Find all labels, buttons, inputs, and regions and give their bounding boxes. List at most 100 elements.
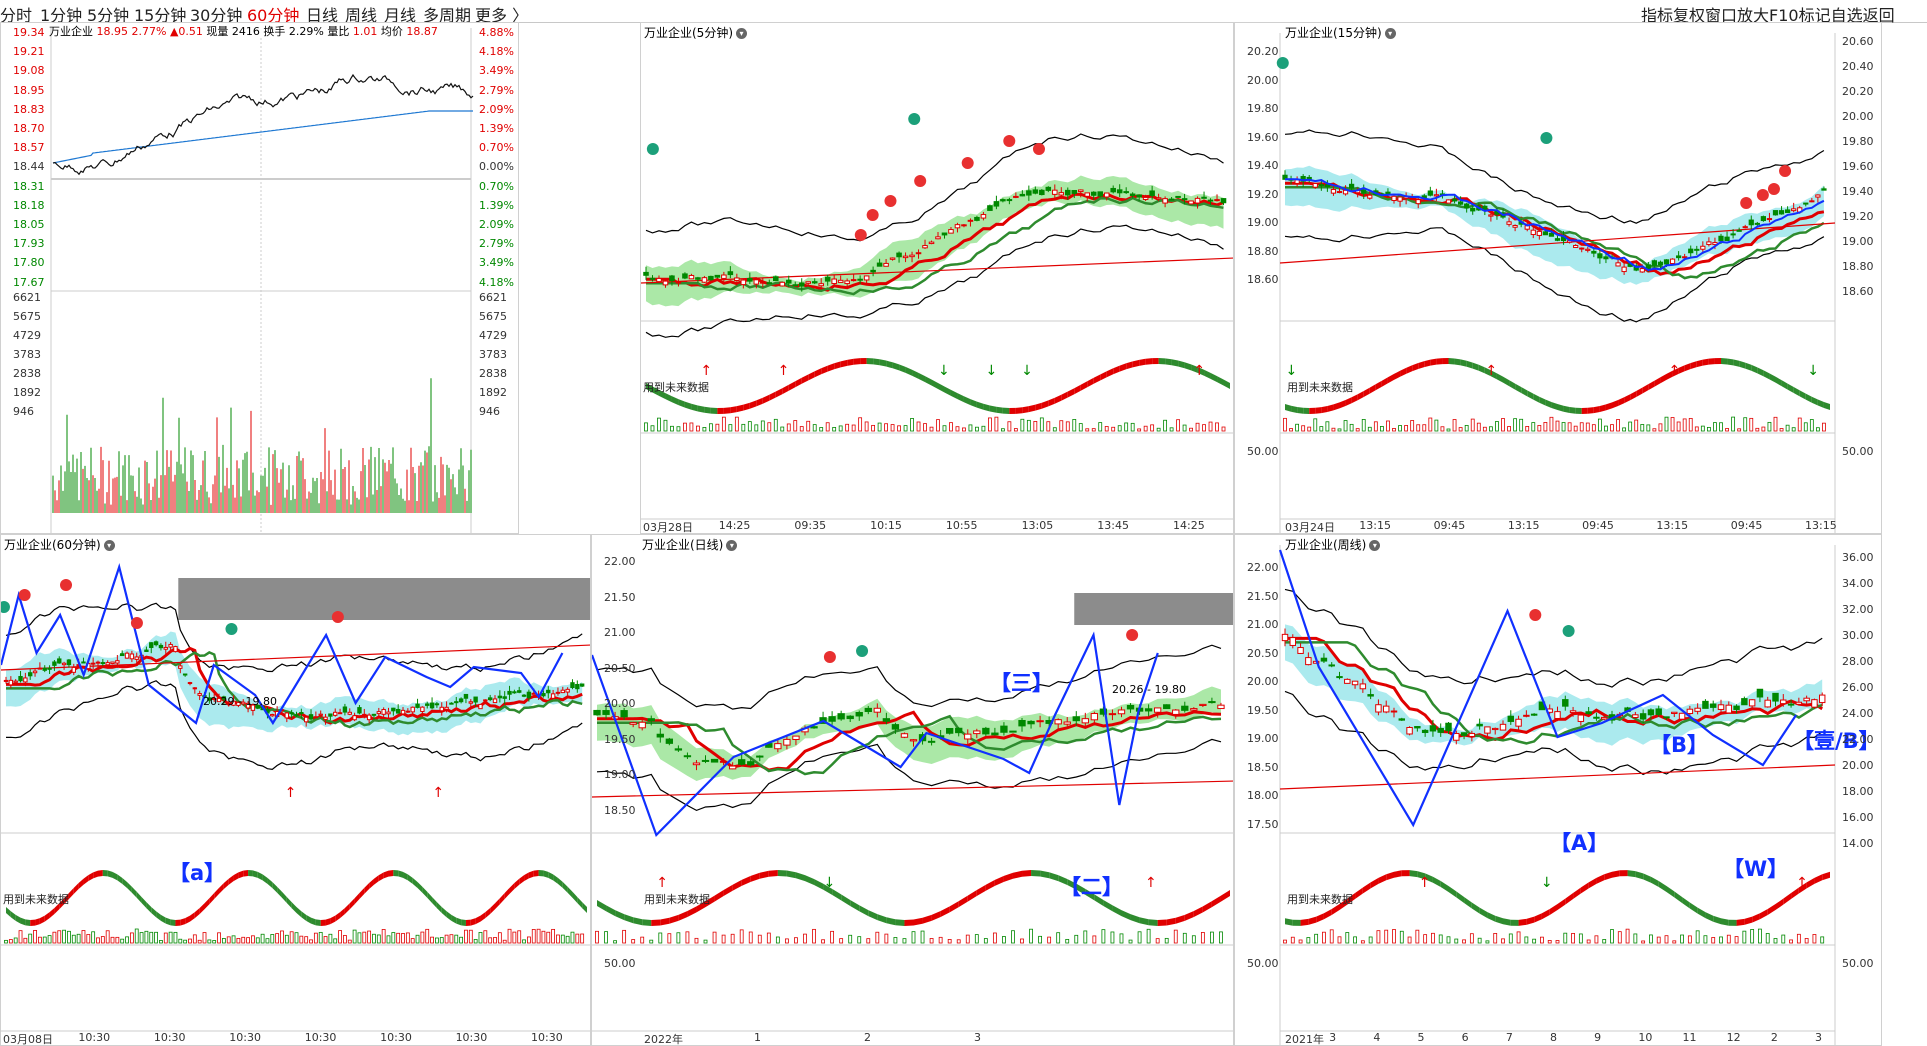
candle-body: [1123, 191, 1129, 194]
candle-body: [602, 710, 610, 715]
ind-bar: [1617, 931, 1622, 944]
buy-signal-icon: [18, 589, 31, 601]
period-tab-more[interactable]: 更多 〉: [475, 6, 529, 25]
candle-body: [710, 758, 719, 763]
candle-body: [1398, 718, 1406, 721]
period-tab-15min[interactable]: 15分钟: [134, 6, 187, 25]
candle-body: [1585, 248, 1591, 251]
trend-wave-segment: [877, 914, 887, 924]
trend-wave-segment: [1418, 361, 1425, 369]
trend-wave-segment: [1087, 377, 1094, 388]
vol-tick: 4729: [13, 329, 41, 342]
period-tab-60min[interactable]: 60分钟: [247, 6, 300, 25]
trend-wave-segment: [691, 403, 698, 412]
ind-bar: [754, 424, 759, 432]
sell-signal-icon: [1276, 57, 1289, 69]
ind-bar: [780, 426, 785, 432]
candle-body: [1445, 199, 1452, 204]
trend-wave-segment: [886, 360, 893, 369]
ind-bar: [231, 935, 236, 944]
candle-body: [23, 677, 28, 683]
candle-body: [727, 271, 734, 276]
settings-gear-icon[interactable]: ▾: [736, 28, 747, 39]
candle-body: [1639, 268, 1645, 273]
trend-wave-segment: [1357, 391, 1364, 401]
ind-bar: [415, 934, 420, 944]
ind-bar: [703, 939, 708, 944]
candle-body: [1328, 664, 1335, 667]
candle-body: [991, 732, 999, 736]
candle-body: [270, 713, 275, 717]
buy-signal-icon: [1003, 135, 1016, 147]
trend-wave-segment: [1316, 913, 1324, 923]
period-tab-day[interactable]: 日线: [306, 6, 339, 25]
settings-gear-icon[interactable]: ▾: [103, 540, 115, 551]
wave-label-a: 【a】: [169, 861, 226, 885]
candle-body: [1000, 725, 1008, 733]
period-tab-month[interactable]: 月线: [384, 6, 417, 25]
candle-body: [1507, 715, 1515, 722]
right-toolbar[interactable]: 指标复权窗口放大F10标记自选返回: [1641, 6, 1895, 25]
candle-body: [902, 255, 909, 259]
ind-bar: [1319, 426, 1324, 432]
trend-wave-segment: [1456, 891, 1465, 903]
date-tick: 2021年: [1285, 1033, 1324, 1046]
candle-body: [13, 680, 18, 683]
right-tick: 18.80: [1842, 260, 1874, 273]
price-tick: 18.50: [1247, 760, 1279, 774]
candle-body: [837, 279, 844, 283]
ind-bar: [877, 422, 882, 432]
settings-gear-icon[interactable]: ▾: [1384, 28, 1396, 39]
ind-bar: [721, 934, 726, 944]
date-tick: 1: [754, 1031, 761, 1044]
settings-gear-icon[interactable]: ▾: [1369, 540, 1381, 551]
ind-bar: [1210, 931, 1214, 944]
candle-body: [1359, 683, 1367, 690]
candle-body: [1018, 719, 1026, 727]
candle-body: [1168, 198, 1175, 201]
trend-wave-segment: [451, 914, 457, 924]
date-tick: 10:30: [455, 1031, 488, 1044]
period-tab-30min[interactable]: 30分钟: [190, 6, 243, 25]
period-tab-1min[interactable]: 1分钟: [40, 6, 83, 25]
period-tab-week[interactable]: 周线: [345, 6, 378, 25]
ind-bar: [1773, 938, 1778, 944]
price-tick: 18.80: [1247, 244, 1279, 258]
candle-body: [1382, 705, 1390, 713]
ind-bar: [1329, 929, 1334, 944]
candle-body: [1579, 247, 1585, 250]
ind-bar: [1137, 428, 1142, 432]
boll-upper-line: [5, 602, 583, 673]
trend-wave-segment: [1031, 870, 1041, 877]
trend-wave-segment: [436, 902, 442, 913]
ind-bar: [1029, 928, 1033, 944]
period-tab-fenshi[interactable]: 分时: [0, 6, 33, 25]
panel-15min: 万业企业(15分钟) ▾ ↓ ↑ ↑ ↓ 用到未来数据 20.20 20.00 19.80 1…: [1234, 22, 1882, 534]
trend-wave-segment: [214, 887, 220, 899]
trend-wave-segment: [73, 883, 79, 894]
ind-bar: [188, 938, 192, 944]
trend-wave-segment: [1321, 405, 1328, 414]
candle-body: [1071, 189, 1078, 194]
ind-bar: [1761, 426, 1766, 432]
trend-wave-segment: [465, 919, 471, 926]
period-tab-multi[interactable]: 多周期: [423, 6, 472, 25]
candle-body: [173, 646, 178, 653]
trend-wave-segment: [6, 906, 11, 918]
pct-tick: 4.18%: [479, 275, 514, 289]
right-tick: 26.00: [1842, 681, 1874, 694]
ind-bar: [920, 930, 925, 944]
settings-gear-icon[interactable]: ▾: [726, 540, 738, 551]
ind-bar: [1283, 417, 1287, 432]
ind-bar: [1524, 936, 1529, 944]
down-arrow-icon: ↓: [986, 363, 998, 379]
candle-body: [964, 733, 972, 740]
trend-wave-segment: [306, 914, 312, 924]
trend-wave-segment: [1678, 365, 1685, 374]
ind-bar: [975, 426, 979, 432]
candle-body: [61, 662, 67, 666]
candle-body: [656, 733, 664, 738]
sell-signal-icon: [1, 601, 10, 613]
trend-wave-segment: [1817, 399, 1824, 408]
period-tab-5min[interactable]: 5分钟: [87, 6, 130, 25]
